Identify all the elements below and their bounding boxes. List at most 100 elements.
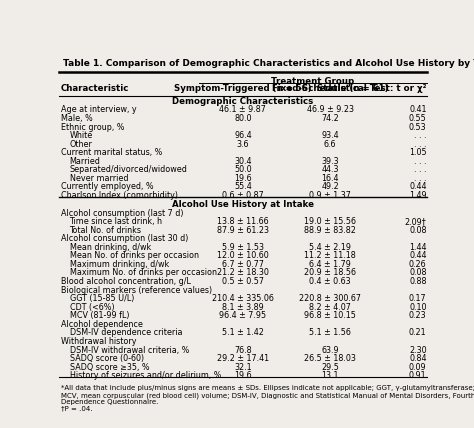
Text: 0.5 ± 0.57: 0.5 ± 0.57 [222, 277, 264, 286]
Text: . . .: . . . [414, 131, 427, 140]
Text: 30.4: 30.4 [234, 157, 252, 166]
Text: 44.3: 44.3 [321, 165, 339, 174]
Text: Mean No. of drinks per occasion: Mean No. of drinks per occasion [70, 251, 199, 260]
Text: 0.55: 0.55 [409, 114, 427, 123]
Text: Maximum No. of drinks per occasion: Maximum No. of drinks per occasion [70, 268, 217, 277]
Text: 29.5: 29.5 [321, 363, 339, 372]
Text: 88.9 ± 83.82: 88.9 ± 83.82 [304, 226, 356, 235]
Text: 3.6: 3.6 [237, 140, 249, 149]
Text: 0.17: 0.17 [409, 294, 427, 303]
Text: Male, %: Male, % [61, 114, 93, 123]
Text: 0.53: 0.53 [409, 122, 427, 131]
Text: 0.6 ± 0.87: 0.6 ± 0.87 [222, 191, 264, 200]
Text: 96.4 ± 7.95: 96.4 ± 7.95 [219, 311, 266, 320]
Text: . . .: . . . [414, 174, 427, 183]
Text: 0.21: 0.21 [409, 328, 427, 337]
Text: Mean drinking, d/wk: Mean drinking, d/wk [70, 243, 151, 252]
Text: 0.88: 0.88 [409, 277, 427, 286]
Text: . . .: . . . [414, 140, 427, 149]
Text: Maximum drinking, d/wk: Maximum drinking, d/wk [70, 260, 169, 269]
Text: 1.49: 1.49 [409, 191, 427, 200]
Text: 0.44: 0.44 [409, 251, 427, 260]
Text: CDT (<6%): CDT (<6%) [70, 303, 114, 312]
Text: 46.1 ± 9.87: 46.1 ± 9.87 [219, 105, 266, 114]
Text: Withdrawal history: Withdrawal history [61, 337, 137, 346]
Text: 0.23: 0.23 [409, 311, 427, 320]
Text: Fixed-Schedule (n = 61): Fixed-Schedule (n = 61) [272, 83, 388, 92]
Text: 5.9 ± 1.53: 5.9 ± 1.53 [222, 243, 264, 252]
Text: 0.09: 0.09 [409, 363, 427, 372]
Text: 6.7 ± 0.77: 6.7 ± 0.77 [222, 260, 264, 269]
Text: 13.8 ± 11.66: 13.8 ± 11.66 [217, 217, 269, 226]
Text: Biological markers (reference values): Biological markers (reference values) [61, 285, 212, 294]
Text: 5.4 ± 2.19: 5.4 ± 2.19 [309, 243, 351, 252]
Text: 80.0: 80.0 [234, 114, 252, 123]
Text: 96.4: 96.4 [234, 131, 252, 140]
Text: 8.1 ± 3.89: 8.1 ± 3.89 [222, 303, 264, 312]
Text: *All data that include plus/minus signs are means ± SDs. Ellipses indicate not a: *All data that include plus/minus signs … [61, 385, 474, 391]
Text: 6.4 ± 1.79: 6.4 ± 1.79 [309, 260, 351, 269]
Text: History of seizures and/or delirium, %: History of seizures and/or delirium, % [70, 372, 221, 380]
Text: 2.30: 2.30 [409, 345, 427, 355]
Text: 1.44: 1.44 [409, 243, 427, 252]
Text: 1.05: 1.05 [409, 148, 427, 157]
Text: 21.2 ± 18.30: 21.2 ± 18.30 [217, 268, 269, 277]
Text: 0.08: 0.08 [409, 268, 427, 277]
Text: SADQ score (0-60): SADQ score (0-60) [70, 354, 144, 363]
Text: 96.8 ± 10.15: 96.8 ± 10.15 [304, 311, 356, 320]
Text: Separated/divorced/widowed: Separated/divorced/widowed [70, 165, 187, 174]
Text: Characteristic: Characteristic [61, 83, 129, 92]
Text: 49.2: 49.2 [321, 182, 339, 191]
Text: Age at interview, y: Age at interview, y [61, 105, 137, 114]
Text: 2.09†: 2.09† [405, 217, 427, 226]
Text: Current marital status, %: Current marital status, % [61, 148, 163, 157]
Text: 87.9 ± 61.23: 87.9 ± 61.23 [217, 226, 269, 235]
Text: Charlson Index (comorbidity): Charlson Index (comorbidity) [61, 191, 178, 200]
Text: Demographic Characteristics: Demographic Characteristics [173, 97, 313, 106]
Text: 6.6: 6.6 [324, 140, 337, 149]
Text: Alcohol Use History at Intake: Alcohol Use History at Intake [172, 200, 314, 209]
Text: 76.8: 76.8 [234, 345, 252, 355]
Text: . . .: . . . [414, 157, 427, 166]
Text: 0.41: 0.41 [409, 105, 427, 114]
Text: 0.44: 0.44 [409, 182, 427, 191]
Text: 20.9 ± 18.56: 20.9 ± 18.56 [304, 268, 356, 277]
Text: White: White [70, 131, 93, 140]
Text: 93.4: 93.4 [321, 131, 339, 140]
Text: 5.1 ± 1.56: 5.1 ± 1.56 [309, 328, 351, 337]
Text: 55.4: 55.4 [234, 182, 252, 191]
Text: Treatment Group: Treatment Group [271, 77, 355, 86]
Text: Dependence Questionnaire.: Dependence Questionnaire. [61, 399, 158, 405]
Text: 0.84: 0.84 [409, 354, 427, 363]
Text: 13.1: 13.1 [321, 372, 339, 380]
Text: 29.2 ± 17.41: 29.2 ± 17.41 [217, 354, 269, 363]
Text: 0.10: 0.10 [409, 303, 427, 312]
Text: 0.08: 0.08 [409, 226, 427, 235]
Text: 210.4 ± 335.06: 210.4 ± 335.06 [212, 294, 274, 303]
Text: 5.1 ± 1.42: 5.1 ± 1.42 [222, 328, 264, 337]
Text: 74.2: 74.2 [321, 114, 339, 123]
Text: 8.2 ± 4.07: 8.2 ± 4.07 [309, 303, 351, 312]
Text: 0.26: 0.26 [409, 260, 427, 269]
Text: Table 1. Comparison of Demographic Characteristics and Alcohol Use History by Tr: Table 1. Comparison of Demographic Chara… [63, 59, 474, 68]
Text: Alcohol consumption (last 7 d): Alcohol consumption (last 7 d) [61, 208, 183, 217]
Text: Never married: Never married [70, 174, 128, 183]
Text: 39.3: 39.3 [321, 157, 339, 166]
Text: Total No. of drinks: Total No. of drinks [70, 226, 142, 235]
Text: 19.6: 19.6 [234, 174, 252, 183]
Text: 26.5 ± 18.03: 26.5 ± 18.03 [304, 354, 356, 363]
Text: Alcohol consumption (last 30 d): Alcohol consumption (last 30 d) [61, 234, 189, 243]
Text: Ethnic group, %: Ethnic group, % [61, 122, 125, 131]
Text: 12.0 ± 10.60: 12.0 ± 10.60 [217, 251, 269, 260]
Text: Blood alcohol concentration, g/L: Blood alcohol concentration, g/L [61, 277, 191, 286]
Text: . . .: . . . [414, 165, 427, 174]
Text: 19.0 ± 15.56: 19.0 ± 15.56 [304, 217, 356, 226]
Text: 0.4 ± 0.63: 0.4 ± 0.63 [310, 277, 351, 286]
Text: 16.4: 16.4 [321, 174, 339, 183]
Text: 46.9 ± 9.23: 46.9 ± 9.23 [307, 105, 354, 114]
Text: Statistical Test: t or χ²: Statistical Test: t or χ² [317, 83, 427, 92]
Text: 220.8 ± 300.67: 220.8 ± 300.67 [299, 294, 361, 303]
Text: Alcohol dependence: Alcohol dependence [61, 320, 143, 329]
Text: †P = .04.: †P = .04. [61, 406, 92, 412]
Text: DSM-IV dependence criteria: DSM-IV dependence criteria [70, 328, 182, 337]
